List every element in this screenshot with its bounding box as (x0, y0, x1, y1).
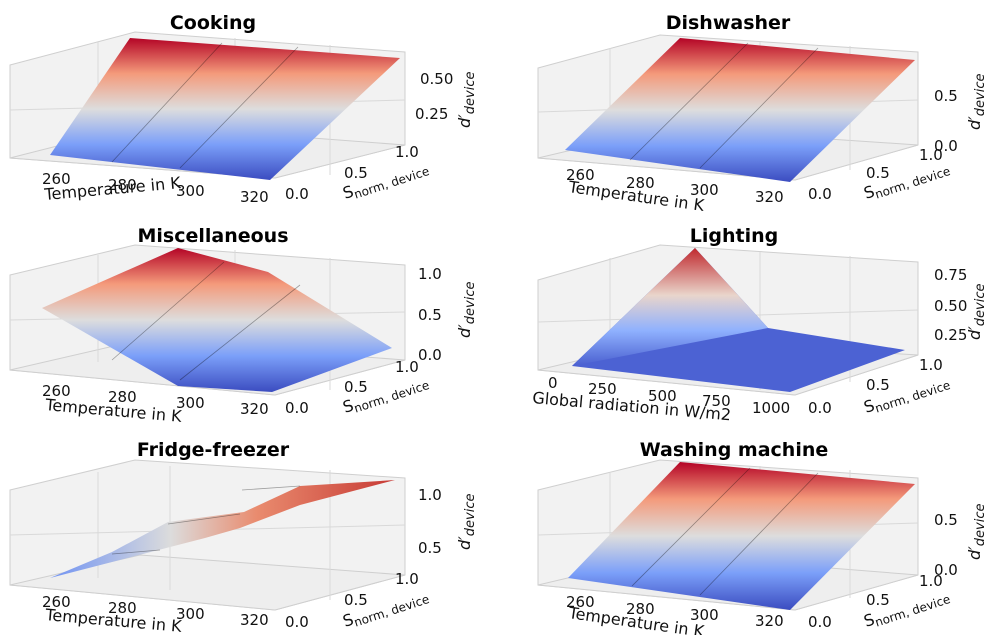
x-tick: 260 (566, 593, 595, 611)
z-tick: 0.5 (934, 87, 958, 105)
x-tick: 500 (648, 387, 677, 405)
surface-peak (572, 248, 768, 366)
panel-dishwasher: Dishwasher 260 280 300 320 Temperature i… (537, 12, 988, 215)
x-tick: 280 (108, 599, 137, 617)
x-tick: 280 (108, 388, 137, 406)
y-tick: 0.0 (808, 613, 832, 631)
z-tick: 0.50 (934, 297, 967, 315)
x-tick: 260 (42, 382, 71, 400)
panel-title: Washing machine (640, 439, 829, 461)
y-tick: 1.0 (395, 143, 419, 161)
y-tick: 1.0 (919, 356, 943, 374)
x-tick: 260 (42, 593, 71, 611)
z-tick: 0.50 (420, 70, 453, 88)
z-tick: 0.0 (418, 346, 442, 364)
x-tick: 300 (176, 394, 205, 412)
x-tick: 300 (690, 181, 719, 199)
z-tick: 1.0 (418, 265, 442, 283)
panel-title: Fridge-freezer (137, 439, 290, 461)
panel-fridge-freezer: Fridge-freezer 260 280 300 320 Temperatu… (9, 439, 478, 635)
x-tick: 300 (176, 605, 205, 623)
x-tick: 320 (240, 611, 269, 629)
x-tick: 300 (690, 606, 719, 624)
surface (50, 480, 395, 578)
x-tick: 300 (176, 182, 205, 200)
z-tick: 0.25 (415, 105, 448, 123)
z-axis-label: d′device (455, 72, 478, 129)
y-tick: 0.0 (808, 185, 832, 203)
z-axis-label: d′device (455, 494, 478, 551)
y-tick: 0.5 (344, 378, 368, 396)
z-axis-label: d′device (965, 74, 988, 131)
y-tick: 0.0 (285, 399, 309, 417)
x-tick: 260 (42, 170, 71, 188)
panel-title: Lighting (690, 225, 778, 247)
y-tick: 0.0 (285, 185, 309, 203)
y-tick: 0.5 (866, 376, 890, 394)
panel-title: Cooking (170, 12, 256, 34)
panel-lighting: Lighting 0 250 500 750 1000 Global radia… (532, 225, 988, 424)
surface (568, 462, 915, 610)
y-tick: 1.0 (919, 146, 943, 164)
x-tick: 280 (108, 176, 137, 194)
x-tick: 750 (702, 392, 731, 410)
surface (50, 38, 400, 180)
z-tick: 0.5 (418, 306, 442, 324)
z-tick: 1.0 (418, 486, 442, 504)
panel-title: Miscellaneous (137, 225, 288, 247)
z-tick: 0.0 (934, 561, 958, 579)
z-tick: 0.5 (418, 539, 442, 557)
y-tick: 0.5 (866, 164, 890, 182)
y-tick: 1.0 (919, 572, 943, 590)
y-tick: 1.0 (395, 358, 419, 376)
x-tick: 250 (588, 380, 617, 398)
x-tick: 280 (626, 600, 655, 618)
y-tick: 0.0 (285, 613, 309, 631)
x-tick: 320 (755, 188, 784, 206)
surface (565, 38, 915, 182)
y-tick: 1.0 (395, 570, 419, 588)
x-tick: 320 (240, 188, 269, 206)
y-tick: 0.5 (344, 164, 368, 182)
x-tick: 320 (240, 400, 269, 418)
x-tick: 0 (548, 374, 558, 392)
z-axis-label: d′device (965, 284, 988, 341)
x-tick: 320 (755, 612, 784, 630)
x-tick: 260 (566, 166, 595, 184)
x-tick: 1000 (752, 399, 790, 417)
panel-washing-machine: Washing machine 260 280 300 320 Temperat… (537, 439, 988, 635)
z-tick: 0.25 (934, 326, 967, 344)
x-tick: 280 (626, 174, 655, 192)
z-tick: 0.0 (934, 137, 958, 155)
z-tick: 0.5 (934, 511, 958, 529)
z-tick: 0.75 (934, 266, 967, 284)
z-axis-label: d′device (965, 504, 988, 561)
z-axis-label: d′device (455, 282, 478, 339)
surface (42, 248, 392, 392)
panel-cooking: Cooking 260 280 300 320 Temperature in K… (9, 12, 478, 206)
y-tick: 0.0 (808, 399, 832, 417)
y-tick: 0.5 (344, 591, 368, 609)
panel-miscellaneous: Miscellaneous 260 280 300 320 Temperatur… (9, 225, 478, 426)
panel-title: Dishwasher (666, 12, 791, 34)
y-tick: 0.5 (866, 591, 890, 609)
